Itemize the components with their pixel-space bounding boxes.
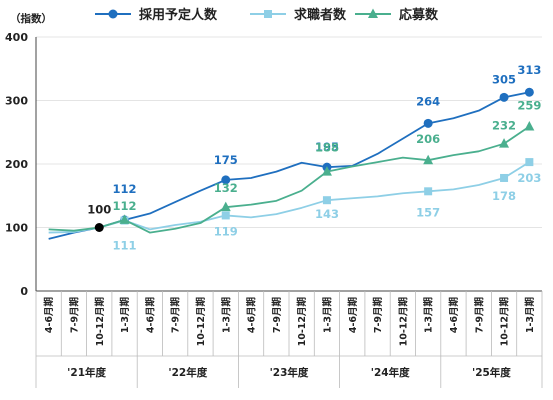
x-tick-label: 10-12月期: [94, 297, 106, 346]
x-tick-label: 10-12月期: [397, 297, 409, 346]
point-applications: [524, 121, 535, 131]
data-label-hiring-plan: 313: [517, 63, 541, 77]
baseline-label: 100: [87, 203, 111, 217]
series-layer: [48, 87, 535, 240]
x-tick-label: 4-6月期: [347, 297, 359, 333]
point-applications: [321, 166, 332, 176]
y-tick-label: 0: [20, 285, 28, 298]
legend-marker-hiring-plan: [108, 9, 118, 19]
legend-label-hiring-plan: 採用予定人数: [139, 7, 218, 23]
legend-marker-job-seekers: [264, 10, 272, 18]
data-label-applications: 232: [492, 119, 516, 133]
x-tick-label: 1-3月期: [220, 297, 232, 333]
x-tick-label: 7-9月期: [68, 297, 80, 333]
x-tick-label: 7-9月期: [473, 297, 485, 333]
x-tick-label: 1-3月期: [119, 297, 131, 333]
data-label-job-seekers: 203: [517, 171, 541, 185]
point-job-seekers: [424, 187, 433, 196]
fiscal-year-label: '21年度: [67, 366, 106, 379]
series-line-applications: [48, 125, 530, 234]
data-label-hiring-plan: 305: [492, 72, 516, 86]
data-label-applications: 188: [315, 141, 339, 155]
fiscal-year-label: '24年度: [371, 366, 410, 379]
grid-lines: [36, 36, 542, 292]
x-tick-label: 4-6月期: [144, 297, 156, 333]
x-tick-label: 10-12月期: [499, 297, 511, 346]
point-job-seekers: [500, 173, 509, 182]
x-tick-label: 1-3月期: [524, 297, 536, 333]
x-tick-label: 1-3月期: [321, 297, 333, 333]
x-tick-label: 7-9月期: [170, 297, 182, 333]
fiscal-year-label: '22年度: [168, 366, 207, 379]
data-label-job-seekers: 119: [214, 224, 238, 238]
point-applications: [499, 138, 510, 148]
legend-label-job-seekers: 求職者数: [294, 7, 347, 23]
x-tick-label: 1-3月期: [423, 297, 435, 333]
legend-label-applications: 応募数: [399, 7, 439, 23]
point-job-seekers: [525, 158, 534, 167]
point-hiring-plan: [423, 118, 433, 128]
legend-marker-applications: [368, 8, 378, 18]
data-label-hiring-plan: 195: [315, 140, 339, 154]
point-applications: [220, 201, 231, 212]
x-tick-label: 4-6月期: [448, 297, 460, 333]
fiscal-year-label: '23年度: [270, 366, 309, 379]
data-label-job-seekers: 143: [315, 207, 339, 221]
data-label-applications: 132: [214, 181, 238, 195]
data-label-applications: 259: [517, 99, 541, 113]
x-tick-label: 10-12月期: [296, 297, 308, 346]
y-tick-label: 300: [5, 95, 28, 108]
point-job-seekers: [221, 211, 230, 220]
y-unit-label: （指数）: [10, 12, 52, 25]
point-applications: [423, 154, 434, 165]
y-tick-label: 400: [5, 31, 28, 44]
data-label-job-seekers: 178: [492, 189, 516, 203]
y-tick-label: 200: [5, 158, 28, 171]
fiscal-year-label: '25年度: [472, 366, 511, 379]
data-label-job-seekers: 111: [113, 239, 137, 253]
x-tick-label: 4-6月期: [43, 297, 55, 333]
x-tick-label: 7-9月期: [372, 297, 384, 333]
data-label-hiring-plan: 264: [416, 94, 440, 108]
point-hiring-plan: [221, 175, 231, 185]
data-label-applications: 206: [416, 132, 440, 146]
x-tick-label: 4-6月期: [246, 297, 258, 333]
point-hiring-plan: [524, 87, 534, 97]
point-hiring-plan: [499, 92, 509, 102]
point-applications: [119, 214, 130, 224]
y-tick-label: 100: [5, 222, 28, 235]
data-label-hiring-plan: 175: [214, 153, 238, 167]
data-label-job-seekers: 157: [416, 205, 440, 219]
x-tick-label: 7-9月期: [271, 297, 283, 333]
point-job-seekers: [322, 196, 331, 205]
data-label-hiring-plan: 112: [113, 182, 137, 196]
x-tick-label: 10-12月期: [195, 297, 207, 346]
axes: 0 100 200 300 400 4-6月期 7-9月期 10-12月期 1-3月期 4-6月期…: [5, 31, 543, 388]
data-label-applications: 112: [113, 199, 137, 213]
baseline-point: [94, 223, 104, 232]
legend: 採用予定人数 求職者数 応募数: [95, 7, 439, 23]
